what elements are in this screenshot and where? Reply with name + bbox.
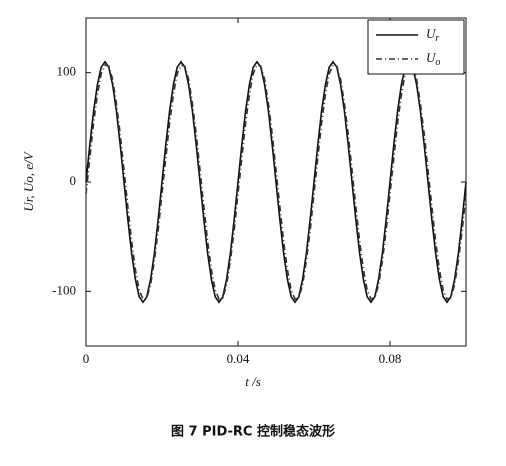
x-axis-label: t /s — [245, 374, 261, 389]
x-tick-label: 0.08 — [379, 351, 402, 366]
y-tick-label: 0 — [70, 173, 77, 188]
x-tick-label: 0.04 — [227, 351, 250, 366]
y-axis-label: Ur, Uo, e/V — [21, 150, 36, 211]
figure-caption: 图 7 PID-RC 控制稳态波形 — [171, 424, 335, 440]
y-tick-label: -100 — [52, 282, 76, 297]
data-line — [85, 64, 467, 300]
y-tick-label: 100 — [57, 64, 77, 79]
legend-box — [367, 19, 465, 75]
data-line — [85, 60, 467, 304]
x-tick-label: 0 — [83, 351, 90, 366]
